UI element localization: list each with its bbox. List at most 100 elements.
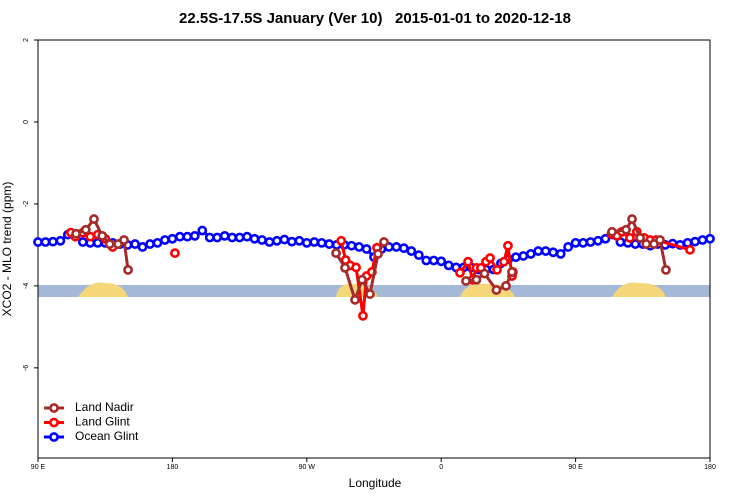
data-point xyxy=(507,267,517,277)
land-shape xyxy=(78,282,128,297)
data-point xyxy=(331,248,341,258)
legend-marker xyxy=(49,417,59,428)
data-point xyxy=(491,285,502,295)
data-point xyxy=(361,244,372,254)
data-point xyxy=(242,231,252,242)
data-point xyxy=(219,230,230,241)
x-tick-label: 180 xyxy=(704,464,716,471)
data-point xyxy=(77,237,88,247)
y-tick-label: -2 xyxy=(23,201,30,207)
data-point xyxy=(170,248,180,258)
data-point xyxy=(212,232,223,243)
x-axis-label: Longitude xyxy=(349,476,402,490)
data-point xyxy=(272,235,282,246)
data-point xyxy=(365,289,375,299)
data-point xyxy=(48,236,58,247)
x-tick-label: 0 xyxy=(439,464,443,471)
data-point xyxy=(455,267,465,278)
data-point xyxy=(145,239,155,249)
data-point xyxy=(189,230,200,241)
x-tick-label: 90 W xyxy=(299,464,316,471)
data-point xyxy=(234,232,245,243)
data-point xyxy=(316,237,327,248)
data-point xyxy=(197,225,208,236)
y-tick-label: -4 xyxy=(23,283,30,289)
data-point xyxy=(373,249,383,259)
data-point xyxy=(499,256,509,267)
chart-title: 22.5S-17.5S January (Ver 10) 2015-01-01 … xyxy=(179,10,571,27)
data-point xyxy=(336,235,347,246)
data-point xyxy=(578,237,588,248)
data-point xyxy=(607,226,617,237)
legend-marker xyxy=(49,432,59,442)
plot-frame xyxy=(37,39,711,459)
legend-marker xyxy=(49,403,59,413)
data-point xyxy=(697,235,708,245)
data-point xyxy=(182,231,193,242)
y-tick-label: -6 xyxy=(23,365,30,371)
data-point xyxy=(641,239,652,249)
data-point xyxy=(123,264,133,275)
data-point xyxy=(525,249,536,259)
data-point xyxy=(471,274,482,285)
data-point xyxy=(346,240,357,251)
data-point xyxy=(705,233,715,244)
data-point xyxy=(600,233,611,244)
data-point xyxy=(301,237,312,248)
data-point xyxy=(413,250,424,261)
data-point xyxy=(398,243,409,254)
x-tick-label: 90 E xyxy=(568,464,583,471)
data-point xyxy=(324,239,335,249)
data-point xyxy=(461,276,471,286)
data-point xyxy=(227,232,238,243)
x-tick-label: 90 E xyxy=(31,464,46,471)
data-point xyxy=(174,231,185,242)
data-point xyxy=(406,246,417,256)
data-point xyxy=(635,233,646,243)
data-point xyxy=(104,239,115,249)
data-point xyxy=(436,256,447,267)
data-point xyxy=(690,236,700,247)
data-point xyxy=(119,235,129,245)
data-point xyxy=(152,237,163,248)
data-point xyxy=(391,242,402,252)
data-point xyxy=(357,274,367,285)
data-point xyxy=(625,233,635,243)
land-mask xyxy=(38,282,710,297)
data-point xyxy=(428,255,439,266)
data-point xyxy=(503,240,513,251)
y-tick-label: 0 xyxy=(23,120,30,124)
data-point xyxy=(137,242,148,252)
data-point xyxy=(621,224,631,235)
data-point xyxy=(585,237,596,247)
legend-label: Ocean Glint xyxy=(75,429,139,443)
data-point xyxy=(443,260,454,271)
data-point xyxy=(685,244,695,255)
data-point xyxy=(33,237,43,247)
data-point xyxy=(593,235,603,246)
data-point xyxy=(485,253,495,263)
data-point xyxy=(71,228,81,239)
data-point xyxy=(379,237,389,247)
data-point xyxy=(80,224,91,235)
data-point xyxy=(350,294,360,305)
data-point xyxy=(518,251,529,261)
data-point xyxy=(97,230,108,241)
data-point xyxy=(204,232,215,243)
data-point xyxy=(309,237,320,247)
data-point xyxy=(421,255,432,266)
data-point xyxy=(661,264,671,275)
data-point xyxy=(89,214,99,224)
y-axis-label: XCO2 - MLO trend (ppm) xyxy=(0,182,14,317)
data-point xyxy=(286,236,297,247)
data-point xyxy=(294,235,305,246)
data-point xyxy=(540,246,551,256)
data-point xyxy=(510,252,521,263)
data-point xyxy=(354,242,364,252)
data-point xyxy=(167,233,178,244)
x-tick-label: 180 xyxy=(167,464,179,471)
series xyxy=(71,214,671,305)
data-point xyxy=(264,237,275,247)
data-point xyxy=(358,310,368,321)
data-point xyxy=(55,235,66,246)
